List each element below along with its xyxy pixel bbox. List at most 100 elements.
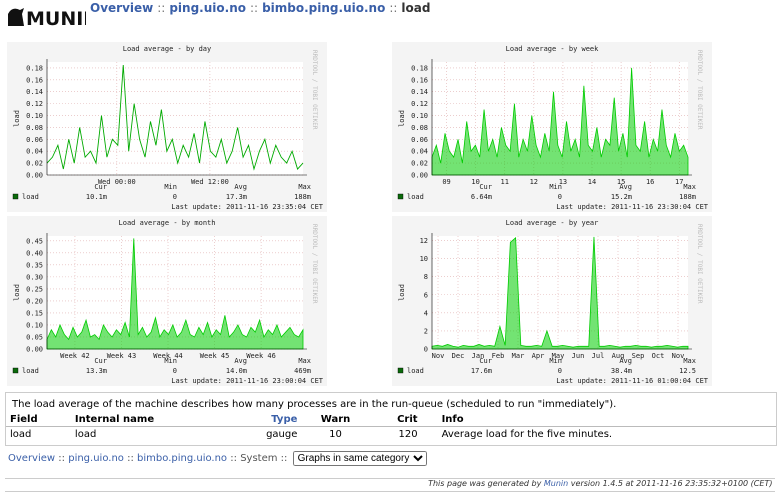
nav-link[interactable]: ping.uio.no [68,453,124,464]
x-tick-label: Sep [632,352,645,360]
y-tick-label: 0.12 [411,100,428,108]
y-tick-label: 0.04 [411,148,428,156]
stat-header: Cur [94,357,107,365]
stat-value: 6.64m [471,193,492,201]
stat-header: Max [298,357,311,365]
th: Crit [369,413,422,427]
graph-title: Load average - by month [119,219,216,227]
stat-header: Min [164,357,177,365]
separator: :: [58,453,66,464]
stat-value: 15.2m [611,193,632,201]
x-tick-label: Week 43 [107,352,137,360]
td: load [74,429,97,440]
y-tick-label: 6 [424,291,428,299]
x-tick-label: 10 [471,178,479,186]
td: Average load for the five minutes. [441,429,613,440]
stat-value: 38.4m [611,367,632,375]
legend-name: load [22,193,39,201]
stat-value: 0 [173,367,177,375]
y-tick-label: 12 [420,237,428,245]
th: Info [421,413,776,427]
y-tick-label: 0.14 [26,88,43,96]
y-tick-label: 0.06 [26,136,43,144]
side-label: RRDTOOL / TOBI OETIKER [696,224,703,304]
stat-header: Min [164,183,177,191]
separator: :: [280,453,288,464]
category: System [240,453,278,464]
generated-text: version 1.4.5 at 2011-11-16 23:35:32+010… [570,479,773,488]
y-axis-label: load [13,284,21,301]
y-tick-label: 0.18 [26,64,43,72]
x-tick-label: Mar [512,352,525,360]
td: gauge [266,429,298,440]
x-tick-label: Wed 12:00 [191,178,229,186]
graph-title: Load average - by week [506,45,600,53]
stat-value: 12.5 [679,367,696,375]
stat-header: Min [549,357,562,365]
description: The load average of the machine describe… [12,399,617,410]
stat-header: Max [298,183,311,191]
graph-panel: Load average - by month load RRDTOOL / TOB… [7,216,327,386]
td: 120 [398,429,418,440]
stat-header: Avg [619,183,632,191]
y-tick-label: 0.45 [26,237,43,245]
crumb-link[interactable]: ping.uio.no [169,1,246,15]
y-tick-label: 0.30 [26,273,43,281]
y-tick-label: 0.08 [411,124,428,132]
side-label: RRDTOOL / TOBI OETIKER [311,224,318,304]
y-tick-label: 0.40 [26,249,43,257]
stat-value: 10.1m [86,193,107,201]
y-tick-label: 0 [424,346,428,354]
y-tick-label: 0.00 [26,172,43,180]
y-tick-label: 0.04 [26,148,43,156]
y-tick-label: 0.10 [26,321,43,329]
legend-swatch [397,193,404,200]
y-tick-label: 4 [424,309,428,317]
y-tick-label: 0.15 [26,309,43,317]
x-tick-label: Week 42 [60,352,90,360]
row: load load gauge 10 120 Average load for … [6,427,776,443]
x-tick-label: 09 [442,178,450,186]
x-tick-label: Aug [612,352,625,360]
th[interactable]: Type [229,413,302,427]
y-tick-label: 0.25 [26,285,43,293]
x-tick-label: Jul [592,352,605,360]
stat-value: 0 [558,193,562,201]
y-tick-label: 0.06 [411,136,428,144]
nav-link[interactable]: bimbo.ping.uio.no [137,453,228,464]
current-page: load [401,1,431,15]
logo-icon [8,8,24,26]
y-tick-label: 2 [424,327,428,335]
crumb-link[interactable]: bimbo.ping.uio.no [262,1,386,15]
crumb-link[interactable]: Overview [90,1,154,15]
nav-link[interactable]: Overview [8,453,56,464]
y-tick-label: 0.14 [411,88,428,96]
breadcrumb: Overview:: ping.uio.no:: bimbo.ping.uio.no… [90,1,430,15]
x-tick-label: 17 [675,178,683,186]
y-tick-label: 0.12 [26,100,43,108]
y-axis-label: load [13,110,21,127]
plot-area [47,62,303,175]
y-tick-label: 0.16 [411,76,428,84]
plot-area [432,236,688,349]
graph-title: Load average - by year [506,219,599,227]
munin-link[interactable]: Munin [543,479,569,488]
stat-header: Avg [234,183,247,191]
x-tick-label: 16 [646,178,654,186]
x-tick-label: May [552,352,565,360]
stat-header: Max [683,357,696,365]
category-select[interactable]: Graphs in same category [292,451,427,466]
legend-name: load [407,193,424,201]
stat-value: 0 [173,193,177,201]
x-tick-label: Dec [452,352,465,360]
separator: :: [230,453,237,464]
x-tick-label: Feb [492,352,505,360]
y-tick-label: 0.20 [26,297,43,305]
area [431,67,689,176]
x-tick-label: 14 [588,178,596,186]
x-tick-label: Jun [572,352,585,360]
side-label: RRDTOOL / TOBI OETIKER [311,50,318,130]
td: 10 [329,429,342,440]
y-axis-label: load [398,284,406,301]
